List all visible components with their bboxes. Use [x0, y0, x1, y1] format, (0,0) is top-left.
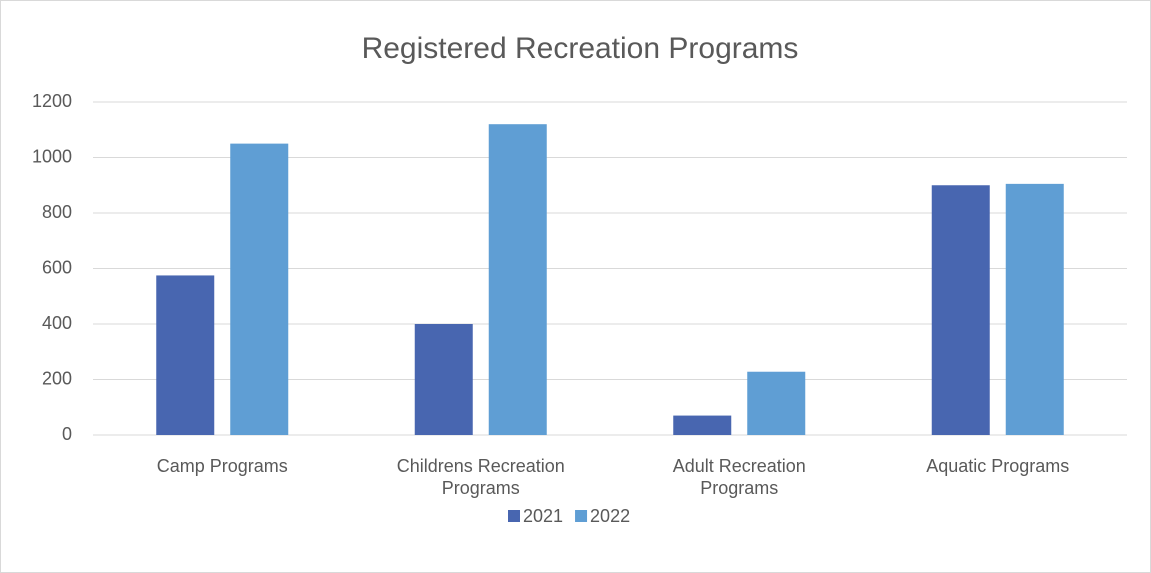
bar — [488, 124, 547, 435]
y-tick-label: 1200 — [32, 91, 72, 111]
legend-swatch — [508, 510, 520, 522]
y-tick-label: 400 — [42, 313, 72, 333]
y-tick-label: 1000 — [32, 146, 72, 166]
legend-label: 2021 — [523, 506, 563, 526]
legend-label: 2022 — [590, 506, 630, 526]
x-tick-label: Childrens Recreation Programs — [396, 456, 565, 498]
chart-title: Registered Recreation Programs — [362, 32, 799, 65]
bar — [1005, 183, 1064, 435]
legend-swatch — [575, 510, 588, 522]
y-tick-label: 800 — [42, 202, 72, 222]
x-tick-label: Aquatic Programs — [926, 456, 1070, 476]
bar — [414, 324, 473, 435]
x-tick-label: Camp Programs — [156, 456, 288, 476]
bar — [747, 371, 806, 435]
y-tick-label: 0 — [62, 424, 72, 444]
bar — [673, 415, 732, 435]
bar — [230, 143, 289, 435]
y-tick-label: 200 — [42, 368, 72, 388]
x-tick-label: Adult Recreation Programs — [672, 456, 806, 498]
y-tick-label: 600 — [42, 257, 72, 277]
bar — [931, 185, 990, 435]
bar — [156, 275, 215, 435]
